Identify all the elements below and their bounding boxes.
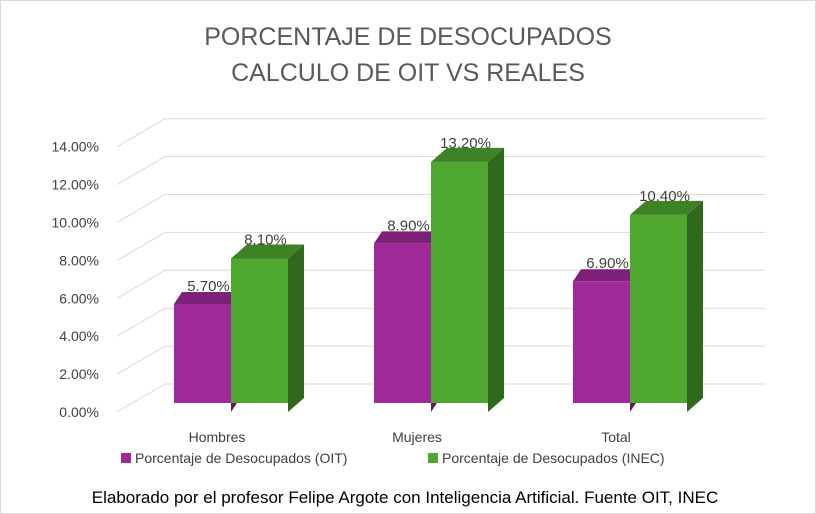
y-tick-label: 12.00% <box>52 177 99 193</box>
data-label: 6.90% <box>586 255 629 272</box>
bar-top-face <box>374 231 439 244</box>
y-tick-label: 8.00% <box>59 252 99 268</box>
bar-front-face <box>231 258 288 403</box>
gridline-side <box>116 231 166 261</box>
chart-title-line-2: CALCULO DE OIT VS REALES <box>231 59 585 87</box>
legend-item-oit: Porcentaje de Desocupados (OIT) <box>121 450 347 466</box>
bar-top-face <box>573 269 638 282</box>
bar-oit <box>174 291 239 412</box>
bar-top-face <box>630 200 703 215</box>
category-label: Mujeres <box>392 429 442 445</box>
x-axis-category-labels: Hombres Mujeres Total <box>189 429 631 445</box>
chart-bars <box>174 147 703 413</box>
bar-oit <box>374 231 439 412</box>
chart-title-line-1: PORCENTAJE DE DESOCUPADOS <box>204 23 611 51</box>
bar-top-face <box>174 291 239 304</box>
bar-top-face <box>231 244 304 259</box>
bar-inec <box>431 147 504 413</box>
legend-swatch <box>121 453 131 463</box>
y-tick-label: 4.00% <box>59 328 99 344</box>
chart-legend: Porcentaje de Desocupados (OIT) Porcentaj… <box>121 450 665 466</box>
data-label: 13.20% <box>440 135 491 152</box>
y-tick-label: 0.00% <box>59 404 99 420</box>
bar-oit <box>573 269 638 412</box>
bar-top-face <box>431 147 504 162</box>
gridline-side <box>116 383 166 413</box>
source-note: Elaborado por el profesor Felipe Argote … <box>92 488 719 507</box>
bar-inec <box>630 200 703 412</box>
gridline-side <box>116 345 166 375</box>
data-label: 8.10% <box>244 232 287 249</box>
category-label: Hombres <box>189 429 246 445</box>
bar-front-face <box>630 214 687 403</box>
legend-swatch <box>428 453 438 463</box>
data-label: 8.90% <box>387 217 430 234</box>
gridline-side <box>116 194 166 223</box>
y-axis-tick-labels: 0.00% 2.00% 4.00% 6.00% 8.00% 10.00% 12.00% 14.… <box>52 139 99 420</box>
category-label: Total <box>601 429 631 445</box>
bar-side-face <box>687 200 703 412</box>
y-tick-label: 2.00% <box>59 366 99 382</box>
data-label: 10.40% <box>639 188 690 205</box>
data-labels: 5.70% 8.10% 8.90% 13.20% 6.90% 10.40% <box>187 135 690 295</box>
bar-inec <box>231 244 304 412</box>
gridline-side <box>116 156 166 186</box>
legend-label: Porcentaje de Desocupados (OIT) <box>135 450 347 466</box>
bar-front-face <box>174 303 231 403</box>
gridline-side <box>116 269 166 299</box>
legend-item-inec: Porcentaje de Desocupados (INEC) <box>428 450 665 466</box>
y-tick-label: 14.00% <box>52 139 99 155</box>
y-tick-label: 10.00% <box>52 215 99 231</box>
bar-front-face <box>374 243 431 403</box>
gridline-side <box>116 307 166 337</box>
data-label: 5.70% <box>187 278 230 295</box>
y-tick-label: 6.00% <box>59 290 99 306</box>
bar-side-face <box>488 147 504 413</box>
bar-front-face <box>573 281 630 403</box>
bar-side-face <box>288 244 304 412</box>
bar-front-face <box>431 161 488 403</box>
gridline-side <box>116 118 166 148</box>
legend-label: Porcentaje de Desocupados (INEC) <box>442 450 665 466</box>
chart-title: PORCENTAJE DE DESOCUPADOS CALCULO DE OIT… <box>204 23 611 87</box>
